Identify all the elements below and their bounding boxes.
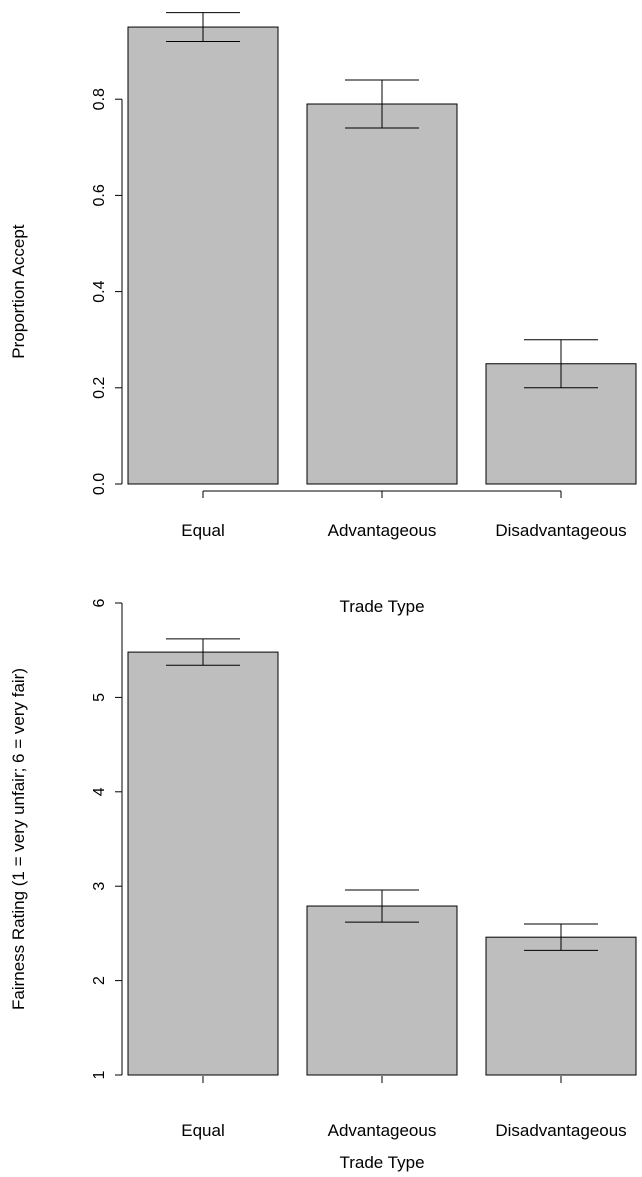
error-bar-0 xyxy=(166,12,240,42)
error-bar-2 xyxy=(524,339,598,389)
bar-1 xyxy=(306,905,458,1076)
x-axis-label: Trade Type xyxy=(339,1153,424,1172)
x-tick-label: Disadvantageous xyxy=(495,1121,626,1140)
error-bar-1 xyxy=(345,889,419,923)
y-tick-label: 2 xyxy=(91,976,108,985)
y-tick-label: 0.4 xyxy=(91,280,108,302)
y-tick-label: 0.8 xyxy=(91,88,108,110)
y-tick-label: 0.2 xyxy=(91,377,108,399)
x-tick-label: Advantageous xyxy=(328,521,437,540)
x-tick-label: Equal xyxy=(181,521,224,540)
y-tick-label: 5 xyxy=(91,693,108,702)
error-bar-2 xyxy=(524,923,598,951)
x-tick-label: Advantageous xyxy=(328,1121,437,1140)
x-tick-label: Disadvantageous xyxy=(495,521,626,540)
y-tick-label: 3 xyxy=(91,882,108,891)
y-axis-label: Proportion Accept xyxy=(9,224,28,358)
bar-2 xyxy=(485,936,637,1076)
bar-0 xyxy=(127,651,279,1076)
bar-0 xyxy=(127,26,279,485)
error-bar-1 xyxy=(345,79,419,129)
bar-1 xyxy=(306,103,458,485)
y-tick-label: 0.6 xyxy=(91,184,108,206)
x-axis-label: Trade Type xyxy=(339,597,424,616)
y-tick-label: 1 xyxy=(91,1070,108,1079)
proportion-accept-chart: 0.0 0.2 0.4 0.6 0.8 Equal Advantageous Disadvan… xyxy=(9,12,637,616)
y-tick-label: 4 xyxy=(91,787,108,796)
y-tick-label: 0.0 xyxy=(91,473,108,495)
fairness-rating-chart: 1 2 3 4 5 6 Equal Advantageous Disadvantageous Tr… xyxy=(9,598,637,1172)
y-axis-label: Fairness Rating (1 = very unfair; 6 = ve… xyxy=(9,668,28,1010)
error-bar-0 xyxy=(166,638,240,666)
x-tick-label: Equal xyxy=(181,1121,224,1140)
y-tick-label: 6 xyxy=(91,598,108,607)
